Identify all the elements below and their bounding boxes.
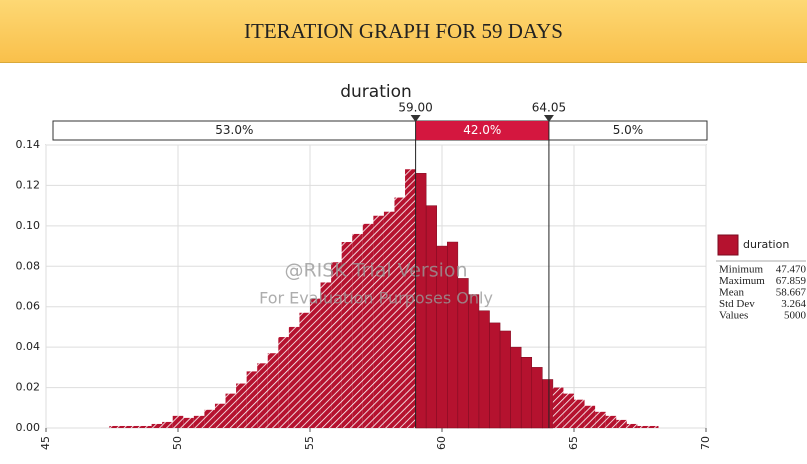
region-label: 53.0% (215, 123, 253, 137)
bar (605, 415, 617, 428)
bar (574, 399, 585, 428)
bar (310, 298, 321, 428)
bar (267, 353, 279, 428)
delimiter-label: 64.05 (532, 101, 566, 115)
bar (162, 421, 173, 428)
delimiter-marker (543, 115, 554, 122)
bar (204, 409, 215, 428)
watermark: For Evaluation Purposes Only (259, 289, 493, 308)
bar (225, 393, 237, 428)
region-highlight (415, 121, 549, 140)
bar (214, 403, 226, 428)
bar (246, 371, 258, 428)
y-tick-label: 0.12 (16, 178, 41, 191)
bar (584, 405, 596, 428)
bar (394, 197, 406, 428)
y-tick-label: 0.06 (16, 300, 41, 313)
stat-value: 47.470 (776, 264, 807, 276)
bar (352, 233, 363, 428)
bar (478, 310, 490, 429)
x-tick-label: 70 (699, 436, 712, 450)
bar (616, 419, 627, 428)
bar (552, 387, 564, 428)
bar (499, 330, 511, 429)
x-tick-label: 55 (303, 436, 316, 450)
stat-value: 67.859 (776, 275, 807, 287)
banner-title: ITERATION GRAPH FOR 59 DAYS (0, 0, 807, 63)
y-tick-label: 0.14 (16, 138, 41, 151)
bar (288, 326, 300, 428)
bar (299, 312, 310, 428)
bar (183, 417, 194, 428)
bar (647, 425, 659, 428)
legend-label: duration (743, 238, 789, 251)
y-tick-label: 0.02 (16, 381, 41, 394)
y-tick-label: 0.00 (16, 421, 41, 434)
x-tick-label: 60 (435, 436, 448, 450)
bar (151, 423, 163, 428)
bar (236, 383, 247, 428)
bar (172, 415, 184, 428)
bar (383, 211, 395, 428)
chart-title: duration (340, 82, 412, 102)
stat-value: 3.264 (781, 298, 806, 310)
legend-swatch (717, 234, 739, 256)
region-bar (52, 120, 708, 141)
bar (130, 425, 142, 428)
stat-label: Std Dev (719, 298, 755, 310)
bar (595, 411, 606, 428)
bar (278, 337, 289, 428)
x-tick-label: 50 (171, 436, 184, 450)
bar (119, 425, 131, 428)
y-tick-label: 0.08 (16, 259, 41, 272)
bar (542, 379, 554, 429)
stat-value: 58.667 (776, 287, 807, 299)
bar (531, 367, 543, 429)
bar (141, 425, 152, 428)
bar (405, 169, 416, 428)
bar (425, 205, 437, 429)
bar (510, 346, 522, 429)
bar (520, 357, 533, 429)
bar (341, 242, 353, 428)
stat-value: 5000 (784, 310, 807, 322)
bar (563, 393, 574, 428)
bar (362, 223, 374, 428)
watermark: @RISK Trial Version (284, 260, 467, 282)
bar (320, 282, 332, 428)
stat-label: Mean (719, 287, 745, 299)
region-label: 5.0% (613, 123, 644, 137)
bar (489, 322, 501, 429)
delimiter-marker (410, 115, 421, 122)
x-tick-label: 65 (567, 436, 580, 450)
bar (193, 415, 205, 428)
stat-label: Values (719, 310, 748, 322)
bar (626, 423, 638, 428)
bar (257, 363, 268, 428)
stat-label: Minimum (719, 264, 763, 276)
bar (331, 262, 342, 428)
y-tick-label: 0.10 (16, 219, 41, 232)
bar (468, 294, 480, 429)
delimiter-label: 59.00 (398, 101, 432, 115)
stat-label: Maximum (719, 275, 765, 287)
region-label: 42.0% (463, 123, 501, 137)
y-tick-label: 0.04 (16, 340, 41, 353)
x-tick-label: 45 (39, 436, 52, 450)
bar (109, 425, 120, 428)
bar (373, 215, 384, 428)
bar (637, 425, 648, 428)
